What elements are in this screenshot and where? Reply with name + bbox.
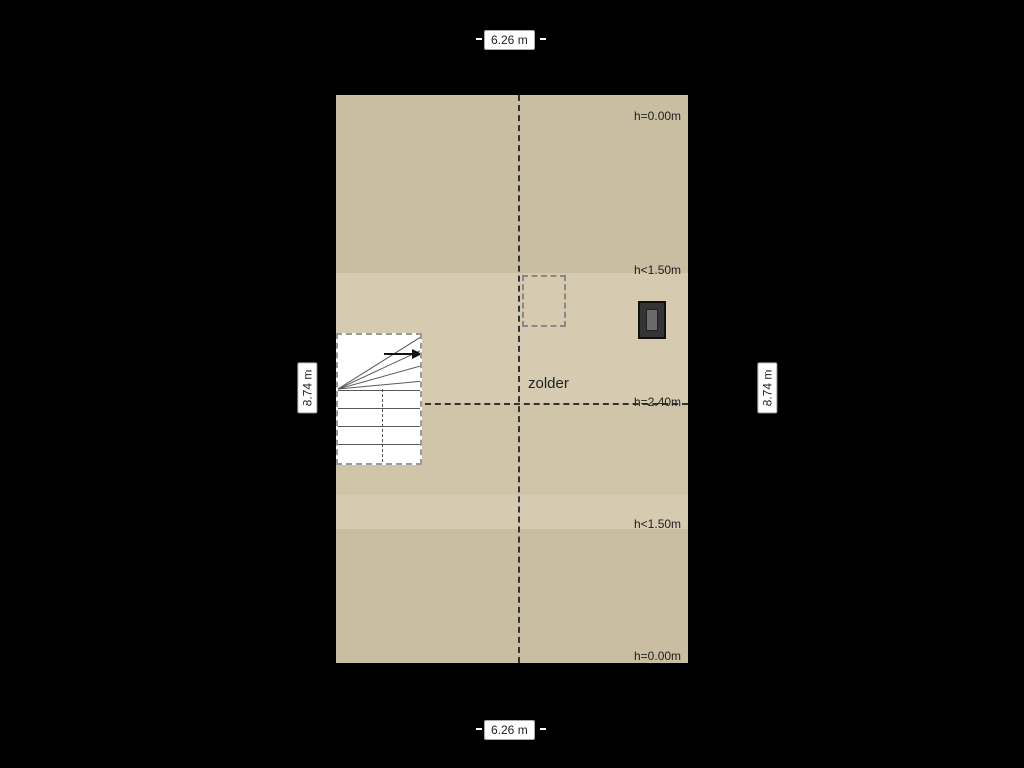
- skylight-pane: [646, 309, 658, 331]
- dimension-bottom: 6.26 m: [484, 720, 535, 740]
- height-label: h<1.50m: [634, 263, 681, 277]
- skylight: [638, 301, 666, 339]
- stair-center-line: [382, 389, 383, 465]
- stage: zolder h=0.00m h<1.50m h=2.40m h<1.50m h=0.0…: [0, 0, 1024, 768]
- height-label: h=0.00m: [634, 649, 681, 663]
- guide-vertical: [518, 95, 520, 663]
- height-label: h<1.50m: [634, 517, 681, 531]
- zone-eave-bottom: [336, 529, 688, 663]
- dimension-right: 8.74 m: [757, 363, 777, 414]
- room-label: zolder: [528, 375, 569, 392]
- stair-tread: [338, 426, 420, 427]
- dimension-tick: [540, 38, 546, 40]
- dimension-tick: [476, 728, 482, 730]
- floor-plan: zolder h=0.00m h<1.50m h=2.40m h<1.50m h=0.0…: [336, 95, 688, 663]
- stair-tread: [338, 408, 420, 409]
- dimension-top: 6.26 m: [484, 30, 535, 50]
- dimension-tick: [540, 728, 546, 730]
- height-label: h=0.00m: [634, 109, 681, 123]
- height-label: h=2.40m: [634, 395, 681, 409]
- arrow-head-icon: [412, 349, 422, 359]
- stair-tread: [338, 444, 420, 445]
- dimension-tick: [764, 366, 766, 372]
- dimension-tick: [304, 404, 306, 410]
- stair-tread: [338, 390, 420, 391]
- staircase: [336, 333, 422, 465]
- dimension-left: 8.74 m: [297, 363, 317, 414]
- stair-direction-arrow: [384, 353, 412, 355]
- roof-hatch: [522, 275, 566, 327]
- dimension-tick: [304, 366, 306, 372]
- dimension-tick: [476, 38, 482, 40]
- dimension-tick: [764, 404, 766, 410]
